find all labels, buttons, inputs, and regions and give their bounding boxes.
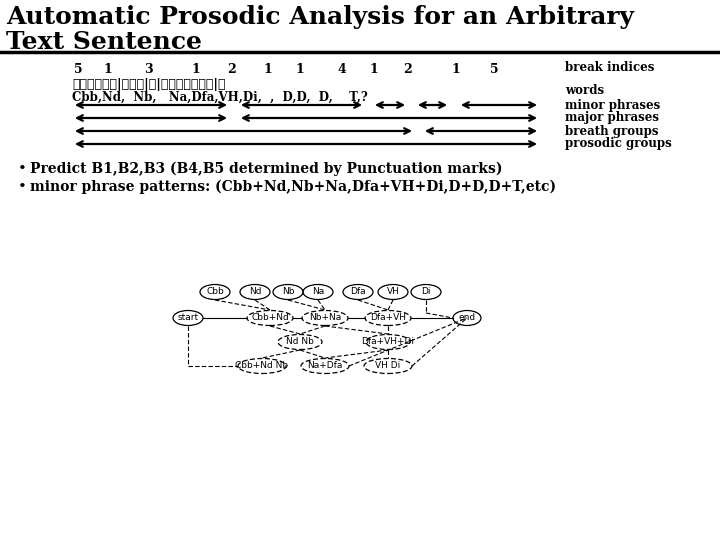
Text: Text Sentence: Text Sentence xyxy=(6,30,202,54)
Text: Dfa: Dfa xyxy=(350,287,366,296)
Text: Di: Di xyxy=(421,287,431,296)
Text: 1: 1 xyxy=(296,63,305,76)
Text: Dfa+VH: Dfa+VH xyxy=(370,314,406,322)
Text: words: words xyxy=(565,84,604,97)
Text: Cbb,Nd,  Nb,   Na,Dfa,VH,Di,  ,  D,D,  D,    T,?: Cbb,Nd, Nb, Na,Dfa,VH,Di, , D,D, D, T,? xyxy=(72,91,368,104)
Text: 1: 1 xyxy=(264,63,272,76)
Text: Cbb: Cbb xyxy=(206,287,224,296)
Text: •: • xyxy=(18,162,27,176)
Text: 1: 1 xyxy=(104,63,112,76)
Text: Cbb+Nd Nb: Cbb+Nd Nb xyxy=(235,361,289,370)
Text: breath groups: breath groups xyxy=(565,125,659,138)
Text: Nb: Nb xyxy=(282,287,294,296)
Text: break indices: break indices xyxy=(565,61,654,74)
Text: 2: 2 xyxy=(228,63,236,76)
Text: 4: 4 xyxy=(338,63,346,76)
Text: end: end xyxy=(459,314,476,322)
Text: Predict B1,B2,B3 (B4,B5 determined by Punctuation marks): Predict B1,B2,B3 (B4,B5 determined by Pu… xyxy=(30,162,503,177)
Text: Nd Nb: Nd Nb xyxy=(286,338,314,347)
Text: Na: Na xyxy=(312,287,324,296)
Text: 1: 1 xyxy=(451,63,460,76)
Text: 2: 2 xyxy=(404,63,413,76)
Text: Automatic Prosodic Analysis for an Arbitrary: Automatic Prosodic Analysis for an Arbit… xyxy=(6,5,634,29)
Text: 1: 1 xyxy=(192,63,200,76)
Text: 5: 5 xyxy=(490,63,498,76)
Text: Nd: Nd xyxy=(248,287,261,296)
Text: minor phrase patterns: (Cbb+Nd,Nb+Na,Dfa+VH+Di,D+D,D+T,etc): minor phrase patterns: (Cbb+Nd,Nb+Na,Dfa… xyxy=(30,180,556,194)
Text: Cbb+Nd: Cbb+Nd xyxy=(251,314,289,322)
Text: 3: 3 xyxy=(144,63,153,76)
Text: •: • xyxy=(18,180,27,194)
Text: Na+Dfa: Na+Dfa xyxy=(307,361,343,370)
Text: prosodic groups: prosodic groups xyxy=(565,138,672,151)
Text: Nb+Na: Nb+Na xyxy=(309,314,341,322)
Text: VH Di: VH Di xyxy=(375,361,400,370)
Text: Dfa+VH+Di: Dfa+VH+Di xyxy=(361,338,415,347)
Text: 1: 1 xyxy=(369,63,379,76)
Text: start: start xyxy=(177,314,199,322)
Text: major phrases: major phrases xyxy=(565,111,659,125)
Text: VH: VH xyxy=(387,287,400,296)
Text: minor phrases: minor phrases xyxy=(565,98,660,111)
Text: 假如今天胡適|先生還|活|著，又會怎樣呀|？: 假如今天胡適|先生還|活|著，又會怎樣呀|？ xyxy=(72,78,225,91)
Text: 5: 5 xyxy=(73,63,82,76)
